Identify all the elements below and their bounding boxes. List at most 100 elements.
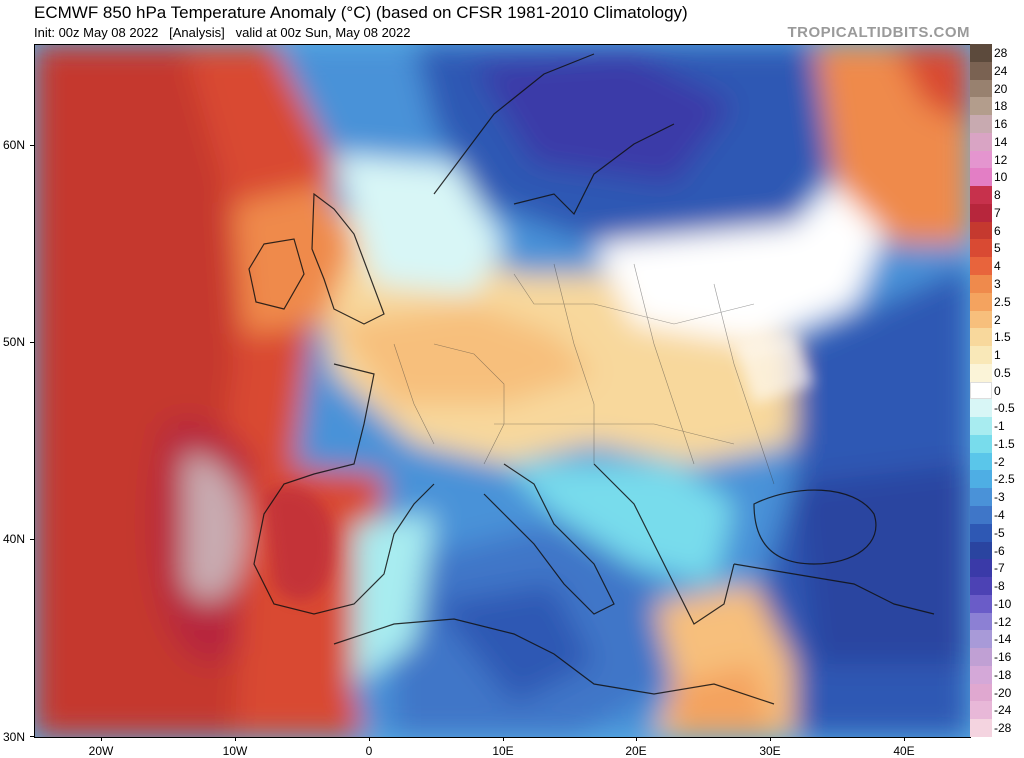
lat-label-60n: 60N (3, 138, 26, 152)
lon-label-40e: 40E (893, 744, 915, 758)
colorbar-swatch (970, 648, 992, 666)
colorbar-level: -12 (970, 612, 1024, 631)
colorbar-level: 5 (970, 239, 1024, 258)
colorbar-level: 28 (970, 44, 1024, 62)
colorbar-swatch (970, 186, 992, 204)
colorbar-level: -16 (970, 648, 1024, 666)
colorbar-label: 8 (994, 188, 1001, 203)
colorbar-swatch (970, 523, 992, 542)
colorbar-level: 18 (970, 97, 1024, 116)
colorbar-label: -1 (994, 419, 1005, 434)
colorbar-swatch (970, 239, 992, 258)
colorbar-label: -16 (994, 650, 1012, 665)
colorbar-level: -2.5 (970, 470, 1024, 489)
colorbar-level: 8 (970, 186, 1024, 204)
colorbar-label: -2 (994, 454, 1005, 469)
colorbar-swatch (970, 541, 992, 560)
colorbar-swatch (970, 97, 992, 116)
colorbar-level: -14 (970, 630, 1024, 649)
colorbar-swatch (970, 363, 992, 382)
site-credit: TROPICALTIDBITS.COM (787, 24, 970, 41)
colorbar-label: 24 (994, 63, 1008, 78)
coastline-overlay (248, 53, 935, 705)
colorbar-label: -18 (994, 667, 1012, 682)
lon-label-20w: 20W (88, 744, 114, 758)
colorbar-label: -3 (994, 490, 1005, 505)
colorbar-label: 20 (994, 81, 1008, 96)
lat-tick-60n (30, 145, 34, 146)
colorbar-swatch (970, 132, 992, 151)
colorbar-level: 12 (970, 150, 1024, 169)
colorbar-swatch (970, 44, 992, 62)
colorbar-level: -10 (970, 594, 1024, 613)
colorbar-level: -7 (970, 559, 1024, 578)
lat-label-40n: 40N (3, 532, 26, 546)
colorbar-label: -10 (994, 596, 1012, 611)
colorbar-swatch (970, 417, 992, 435)
lat-label-30n: 30N (3, 730, 26, 744)
colorbar-swatch (970, 257, 992, 275)
colorbar-label: -2.5 (994, 472, 1015, 487)
colorbar-swatch (970, 577, 992, 595)
colorbar-level: 3 (970, 275, 1024, 293)
colorbar-label: 2.5 (994, 294, 1011, 309)
colorbar-level: 16 (970, 115, 1024, 133)
lon-label-10e: 10E (492, 744, 514, 758)
lon-tick-30e (770, 737, 771, 741)
colorbar-level: -2 (970, 452, 1024, 471)
colorbar-level: 0 (970, 381, 1024, 400)
colorbar-level: -6 (970, 541, 1024, 560)
lon-label-0: 0 (365, 744, 373, 758)
colorbar-level: -5 (970, 523, 1024, 542)
colorbar-label: 12 (994, 152, 1008, 167)
colorbar-label: -20 (994, 685, 1012, 700)
anomaly-field (34, 44, 970, 737)
colorbar-label: 14 (994, 134, 1008, 149)
colorbar-swatch (970, 701, 992, 720)
colorbar-swatch (970, 665, 992, 684)
colorbar-level: -28 (970, 719, 1024, 737)
lon-tick-10w (235, 737, 236, 741)
colorbar-legend: 28 24 20 18 16 14 12 10 8 7 6 5 4 3 2.5 2 1.5 1 0.5 0 -0.5 -1… (970, 44, 1024, 737)
colorbar-level: 6 (970, 221, 1024, 240)
colorbar-label: 18 (994, 99, 1008, 114)
colorbar-swatch (970, 594, 992, 613)
colorbar-swatch (970, 221, 992, 240)
colorbar-level: -3 (970, 488, 1024, 506)
anomaly-map (34, 44, 970, 737)
colorbar-level: 14 (970, 132, 1024, 151)
lon-label-20e: 20E (625, 744, 647, 758)
colorbar-level: -4 (970, 506, 1024, 524)
lat-tick-30n (30, 736, 34, 737)
colorbar-swatch (970, 399, 992, 418)
colorbar-label: 0.5 (994, 365, 1011, 380)
colorbar-swatch (970, 346, 992, 364)
colorbar-level: -8 (970, 577, 1024, 595)
colorbar-label: -4 (994, 508, 1005, 522)
colorbar-level: 20 (970, 79, 1024, 98)
colorbar-swatch (970, 61, 992, 80)
colorbar-level: 24 (970, 61, 1024, 80)
colorbar-label: 6 (994, 223, 1001, 238)
colorbar-label: 16 (994, 117, 1008, 132)
colorbar-label: -1.5 (994, 436, 1015, 451)
colorbar-swatch (970, 683, 992, 702)
colorbar-label: -24 (994, 703, 1012, 718)
lon-tick-20w (101, 737, 102, 741)
colorbar-label: -0.5 (994, 401, 1015, 416)
colorbar-label: 28 (994, 46, 1008, 60)
map-subtitle: Init: 00z May 08 2022 [Analysis] valid a… (34, 25, 411, 40)
colorbar-swatch (970, 292, 992, 311)
lat-tick-50n (30, 342, 34, 343)
lon-tick-20e (636, 737, 637, 741)
colorbar-swatch (970, 381, 992, 400)
colorbar-level: -20 (970, 683, 1024, 702)
colorbar-level: -24 (970, 701, 1024, 720)
lon-label-10w: 10W (222, 744, 248, 758)
colorbar-level: 10 (970, 168, 1024, 187)
colorbar-swatch (970, 452, 992, 471)
colorbar-label: 1.5 (994, 330, 1011, 345)
colorbar-swatch (970, 506, 992, 524)
colorbar-swatch (970, 310, 992, 329)
colorbar-swatch (970, 434, 992, 453)
